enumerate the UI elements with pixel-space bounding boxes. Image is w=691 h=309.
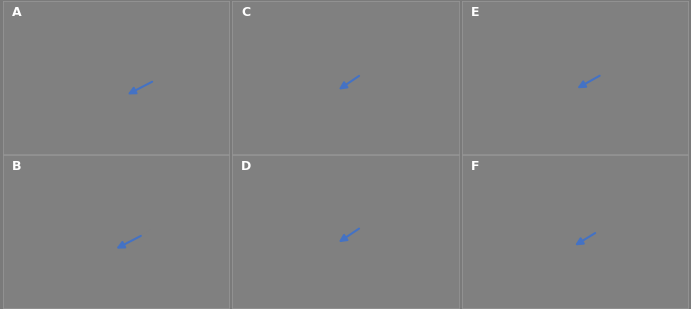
Text: D: D — [241, 160, 252, 173]
Text: C: C — [241, 6, 250, 19]
Text: E: E — [471, 6, 479, 19]
Text: A: A — [12, 6, 21, 19]
Text: F: F — [471, 160, 479, 173]
Text: B: B — [12, 160, 21, 173]
